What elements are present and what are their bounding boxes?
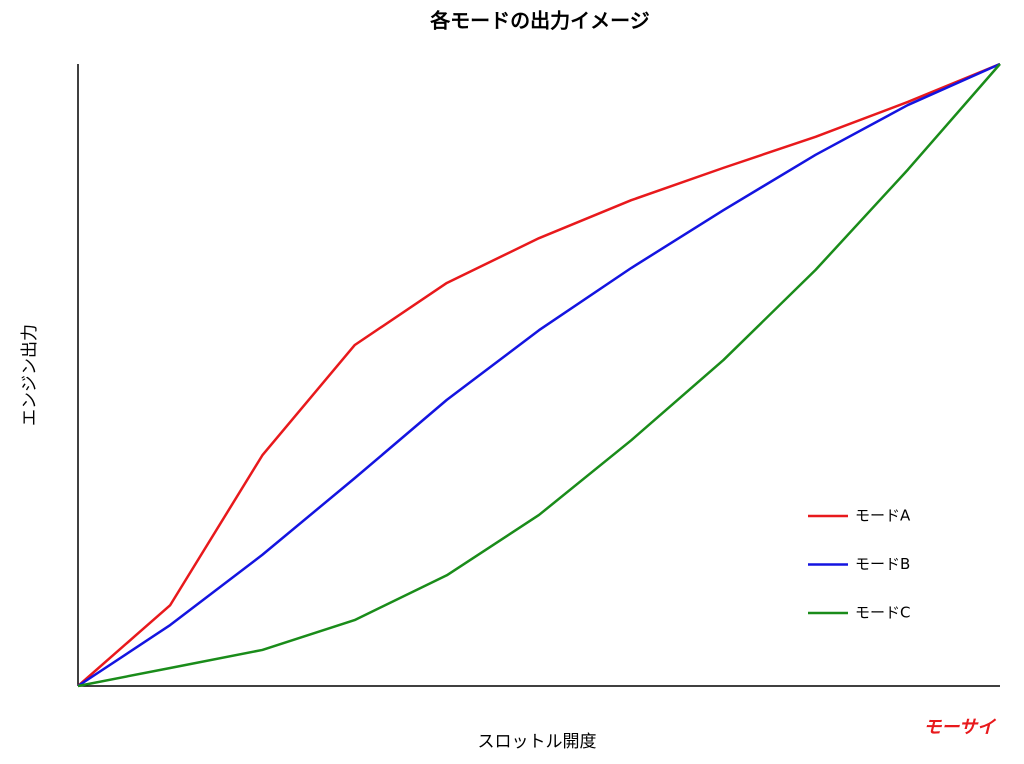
series-line <box>77 62 1001 687</box>
y-axis-label: エンジン出力 <box>20 324 40 426</box>
legend-label: モードC <box>855 604 910 622</box>
x-axis-label: スロットル開度 <box>478 732 597 752</box>
series-line <box>77 62 1001 688</box>
legend-label: モードA <box>855 507 911 525</box>
chart-title: 各モードの出力イメージ <box>429 9 650 33</box>
watermark: モーサイ <box>923 717 997 738</box>
series-line <box>77 63 1001 688</box>
legend-label: モードB <box>855 555 910 573</box>
